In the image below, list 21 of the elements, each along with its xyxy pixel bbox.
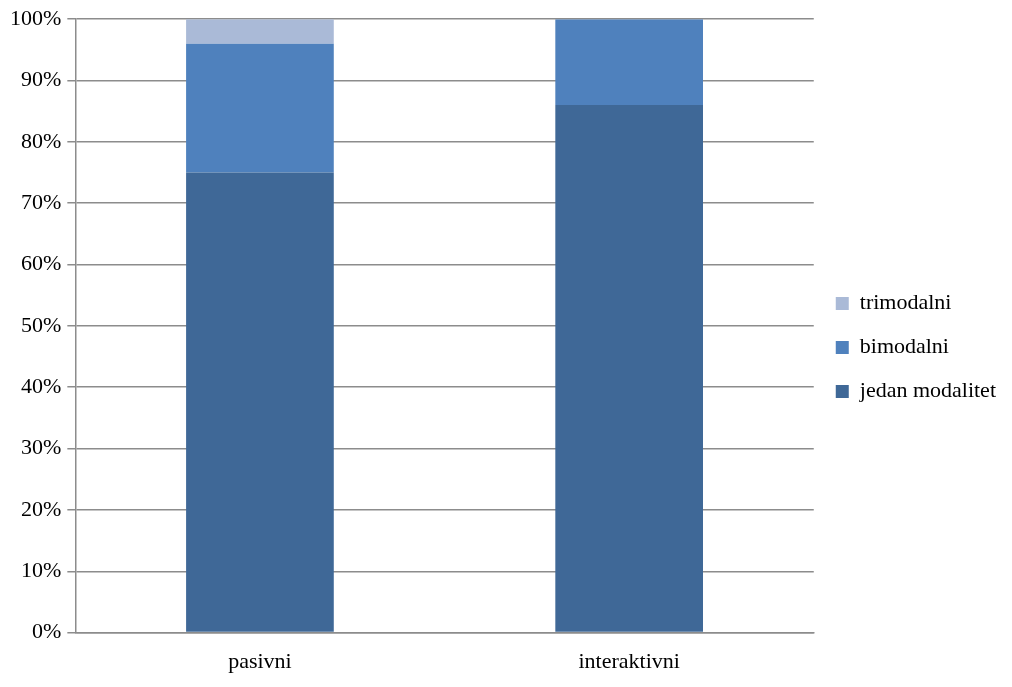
bar [555,19,703,106]
y-tick-label: 0% [32,618,62,644]
bar [186,172,334,632]
bar [186,19,334,44]
y-tick-label: 80% [21,127,62,153]
x-tick-label: pasivni [228,647,292,673]
y-tick-label: 60% [21,250,62,276]
y-tick-label: 70% [21,189,62,214]
y-tick-label: 30% [21,434,62,460]
y-tick-label: 20% [21,495,62,521]
y-tick-label: 50% [21,311,62,337]
y-tick-label: 40% [21,373,62,399]
bar [186,43,334,173]
y-tick-label: 10% [21,557,62,583]
y-tick-label: 90% [21,66,62,92]
y-tick-label: 100% [10,4,62,30]
bar [555,105,703,632]
x-tick-label: interaktivni [578,647,680,673]
legend-label: jedan modalitet [858,377,996,403]
legend-label: bimodalni [859,333,949,359]
legend-label: trimodalni [859,289,952,315]
